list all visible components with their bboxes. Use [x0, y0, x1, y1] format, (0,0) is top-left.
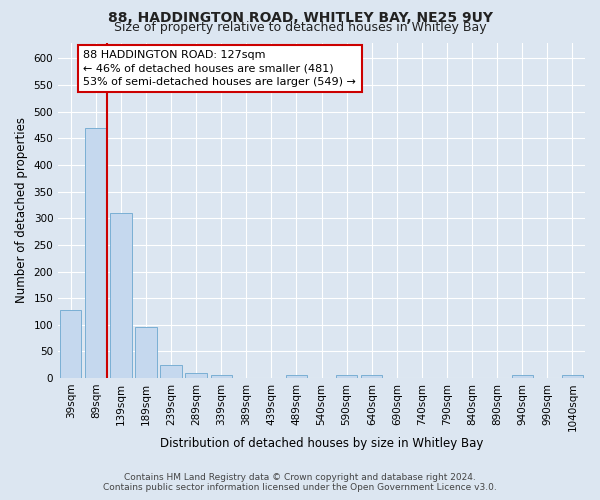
Bar [185, 373, 207, 378]
Bar [211, 376, 232, 378]
Bar [512, 376, 533, 378]
Bar [60, 310, 82, 378]
Text: 88, HADDINGTON ROAD, WHITLEY BAY, NE25 9UY: 88, HADDINGTON ROAD, WHITLEY BAY, NE25 9… [107, 11, 493, 25]
Bar [85, 128, 106, 378]
Text: 88 HADDINGTON ROAD: 127sqm
← 46% of detached houses are smaller (481)
53% of sem: 88 HADDINGTON ROAD: 127sqm ← 46% of deta… [83, 50, 356, 87]
Bar [136, 327, 157, 378]
Bar [336, 376, 358, 378]
Bar [361, 376, 382, 378]
Bar [110, 213, 131, 378]
Text: Contains HM Land Registry data © Crown copyright and database right 2024.
Contai: Contains HM Land Registry data © Crown c… [103, 473, 497, 492]
Bar [160, 365, 182, 378]
X-axis label: Distribution of detached houses by size in Whitley Bay: Distribution of detached houses by size … [160, 437, 483, 450]
Bar [562, 376, 583, 378]
Text: Size of property relative to detached houses in Whitley Bay: Size of property relative to detached ho… [113, 22, 487, 35]
Y-axis label: Number of detached properties: Number of detached properties [15, 118, 28, 304]
Bar [286, 376, 307, 378]
